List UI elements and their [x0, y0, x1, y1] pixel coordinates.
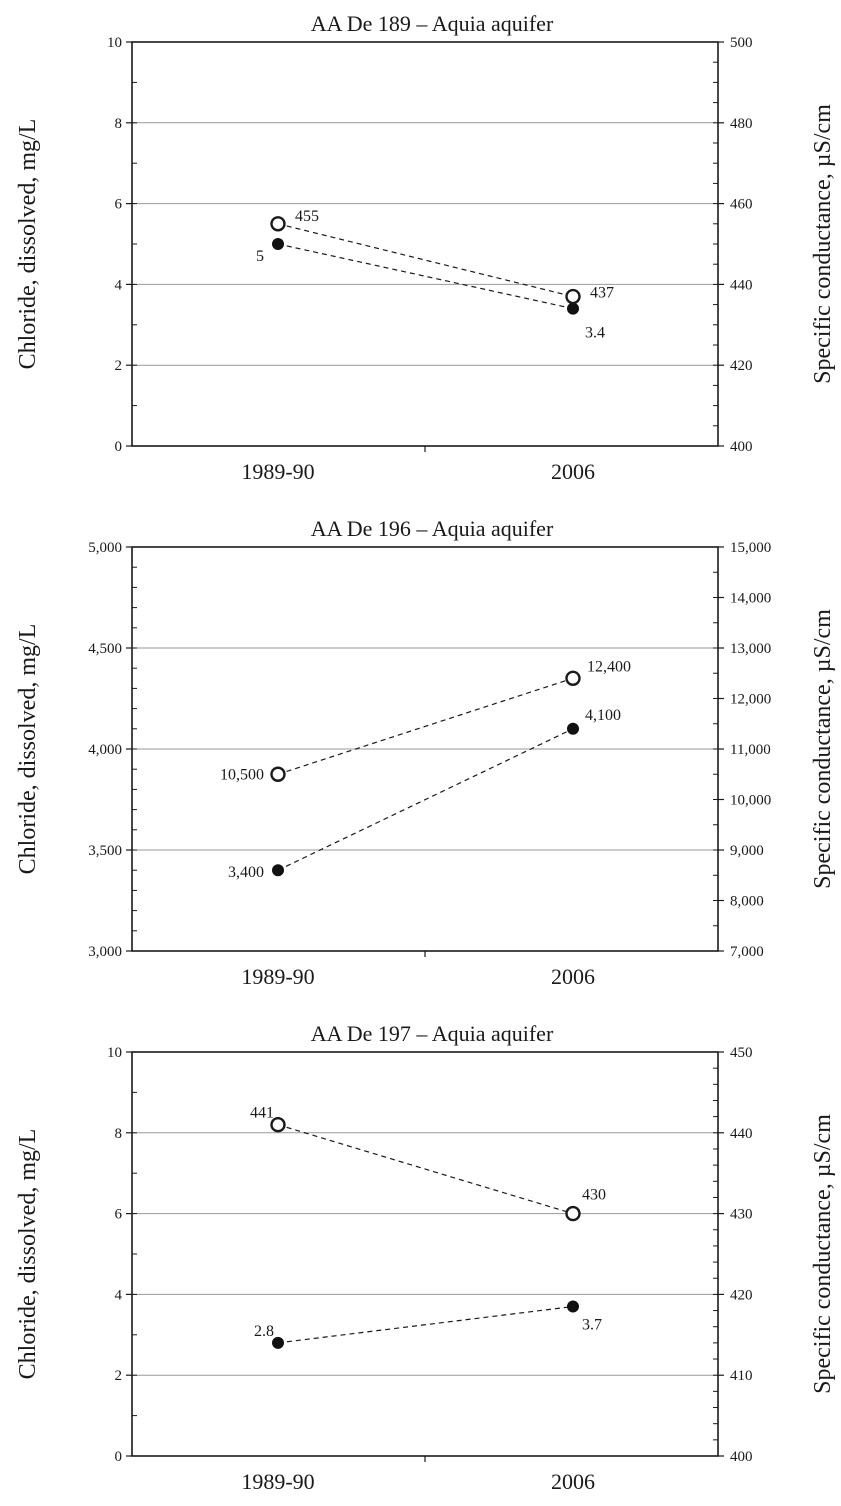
left-tick-label: 8 [115, 1126, 123, 1142]
right-tick-label: 480 [730, 116, 753, 132]
x-category-label: 1989-90 [241, 1469, 314, 1489]
chloride-point [272, 864, 284, 877]
left-tick-label: 0 [115, 1449, 123, 1465]
left-tick-label: 3,500 [88, 843, 122, 859]
data-label: 437 [590, 285, 614, 302]
data-label: 4,100 [585, 707, 621, 724]
right-tick-label: 420 [730, 1287, 753, 1303]
right-tick-label: 400 [730, 1449, 753, 1465]
right-tick-label: 450 [730, 1045, 753, 1061]
data-label: 3,400 [228, 864, 264, 881]
y-axis-label-right: Specific conductance, µS/cm [810, 1114, 836, 1394]
conductance-line [277, 1124, 574, 1215]
data-label: 3.4 [585, 325, 605, 342]
left-tick-label: 5,000 [88, 540, 122, 556]
left-tick-label: 4 [115, 1287, 123, 1303]
x-category-label: 1989-90 [241, 964, 314, 989]
data-label: 12,400 [587, 658, 631, 675]
conductance-line [277, 677, 574, 775]
conductance-point [565, 288, 581, 305]
data-label: 5 [256, 248, 264, 265]
left-tick-label: 8 [115, 116, 123, 132]
chart-title: AA De 196 – Aquia aquifer [311, 516, 554, 541]
left-tick-label: 2 [115, 358, 123, 374]
data-label: 455 [295, 208, 319, 225]
chloride-line [277, 1305, 574, 1344]
left-tick-label: 4,000 [88, 742, 122, 758]
chloride-line [277, 728, 574, 871]
chloride-point [567, 722, 579, 735]
conductance-point [565, 670, 581, 687]
y-axis-label-right: Specific conductance, µS/cm [810, 609, 836, 889]
x-category-label: 2006 [551, 964, 595, 989]
right-tick-label: 460 [730, 197, 753, 213]
left-tick-label: 10 [107, 1045, 122, 1061]
right-tick-label: 430 [730, 1207, 753, 1223]
plot-frame [131, 1051, 719, 1457]
data-label: 3.7 [582, 1317, 602, 1334]
right-tick-label: 11,000 [730, 742, 771, 758]
y-axis-label-left: Chloride, dissolved, mg/L [15, 1129, 41, 1380]
chart-aa-de-197: 0 2 4 6 8 10 400 410 420 430 440 450 1989-90 2006 AA D… [15, 1021, 836, 1494]
y-axis-label-left: Chloride, dissolved, mg/L [15, 119, 41, 370]
right-tick-label: 13,000 [730, 641, 771, 657]
left-tick-label: 3,000 [88, 944, 122, 960]
right-tick-label: 15,000 [730, 540, 771, 556]
left-tick-label: 4 [115, 277, 123, 293]
y-axis-label-right: Specific conductance, µS/cm [810, 104, 836, 384]
chart-title: AA De 197 – Aquia aquifer [311, 1021, 554, 1046]
right-tick-label: 10,000 [730, 793, 771, 809]
left-tick-label: 4,500 [88, 641, 122, 657]
chart-title: AA De 189 – Aquia aquifer [311, 11, 554, 36]
conductance-point [270, 1117, 286, 1133]
x-category-label: 2006 [551, 459, 595, 484]
chloride-point [272, 238, 284, 250]
right-tick-label: 440 [730, 277, 753, 293]
chloride-point [272, 1336, 284, 1349]
chloride-point [567, 1300, 579, 1313]
left-tick-label: 2 [115, 1368, 123, 1384]
right-tick-label: 410 [730, 1368, 753, 1384]
plot-frame [131, 41, 719, 447]
right-tick-label: 14,000 [730, 591, 771, 607]
right-tick-label: 12,000 [730, 692, 771, 708]
data-label: 2.8 [254, 1323, 274, 1340]
x-category-label: 1989-90 [241, 459, 314, 484]
chart-aa-de-189: 0 2 4 6 8 10 400 420 440 460 480 500 1989-90 2006 AA D… [15, 11, 836, 484]
chart-aa-de-196: 3,000 3,500 4,000 4,500 5,000 7,000 8,000 9,000… [15, 516, 836, 989]
right-tick-label: 500 [730, 35, 753, 51]
conductance-point [270, 216, 286, 232]
right-tick-label: 400 [730, 439, 753, 455]
right-tick-label: 7,000 [730, 944, 764, 960]
y-axis-label-left: Chloride, dissolved, mg/L [15, 624, 41, 875]
chart-panel-2: 3,000 3,500 4,000 4,500 5,000 7,000 8,000 9,000… [0, 505, 841, 1001]
right-tick-label: 8,000 [730, 894, 764, 910]
chloride-point [567, 302, 579, 315]
right-tick-label: 420 [730, 358, 753, 374]
chloride-line [277, 243, 574, 310]
right-tick-label: 9,000 [730, 843, 764, 859]
conductance-point [565, 1205, 581, 1222]
conductance-point [270, 766, 286, 782]
data-label: 430 [582, 1187, 606, 1204]
data-label: 10,500 [220, 766, 264, 783]
x-category-label: 2006 [551, 1469, 595, 1489]
chart-panel-3: 0 2 4 6 8 10 400 410 420 430 440 450 1989-90 2006 AA D… [0, 1010, 841, 1506]
right-tick-label: 440 [730, 1126, 753, 1142]
data-label: 441 [250, 1105, 274, 1122]
chart-panel-1: 0 2 4 6 8 10 400 420 440 460 480 500 1989-90 2006 AA D… [0, 0, 841, 496]
conductance-line [277, 223, 574, 298]
left-tick-label: 0 [115, 439, 123, 455]
left-tick-label: 6 [115, 197, 123, 213]
left-tick-label: 6 [115, 1207, 123, 1223]
left-tick-label: 10 [107, 35, 122, 51]
